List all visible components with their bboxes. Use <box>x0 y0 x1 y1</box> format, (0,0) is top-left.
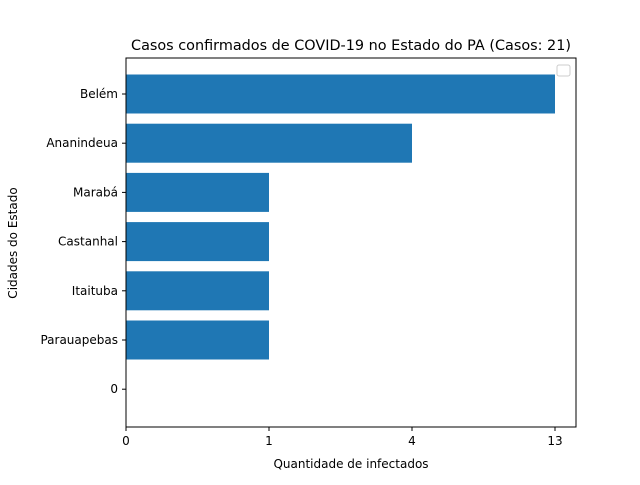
x-axis-label: Quantidade de infectados <box>273 457 428 471</box>
x-tick-label: 1 <box>265 434 273 448</box>
x-tick-label: 4 <box>408 434 416 448</box>
x-tick-label: 13 <box>547 434 562 448</box>
y-tick-label: Parauapebas <box>40 333 118 347</box>
y-ticks-group: Belém Ananindeua Marabá Castanhal Itaituba Pa… <box>40 87 126 396</box>
bar-4 <box>126 271 269 311</box>
x-tick-label: 0 <box>122 434 130 448</box>
bar-3 <box>126 222 269 262</box>
plot-frame <box>125 57 577 428</box>
y-tick-label: Belém <box>80 87 118 101</box>
y-tick-label: Castanhal <box>58 235 118 249</box>
y-tick-label: Itaituba <box>72 284 118 298</box>
bar-0 <box>126 74 555 114</box>
y-tick-label: Marabá <box>73 185 118 199</box>
bars-group <box>126 74 555 360</box>
y-axis-label: Cidades do Estado <box>6 187 20 298</box>
x-ticks-group: 0 1 4 13 <box>122 427 563 448</box>
y-tick-label: 0 <box>110 382 118 396</box>
legend-box <box>556 64 571 77</box>
bar-1 <box>126 123 412 163</box>
bar-5 <box>126 320 269 360</box>
y-tick-label: Ananindeua <box>46 136 118 150</box>
bar-2 <box>126 172 269 212</box>
chart-title: Casos confirmados de COVID-19 no Estado … <box>131 38 571 54</box>
